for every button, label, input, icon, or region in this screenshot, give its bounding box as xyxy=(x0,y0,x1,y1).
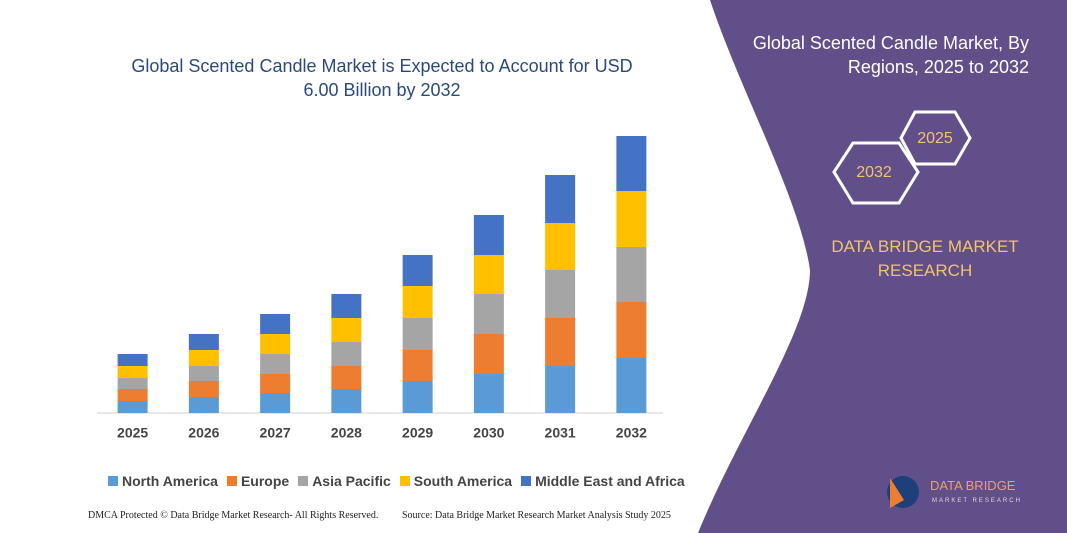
bar-segment xyxy=(545,366,576,413)
bar-segment xyxy=(473,294,504,334)
bar-segment xyxy=(117,354,148,366)
bar-segment xyxy=(117,366,148,378)
bar-segment xyxy=(473,255,504,294)
brand: DATA BRIDGE MARKET RESEARCH xyxy=(831,237,1019,280)
bar-segment xyxy=(188,366,219,381)
bar-segment xyxy=(616,358,647,413)
bar-segment xyxy=(331,318,362,342)
legend-item: Europe xyxy=(226,473,290,489)
footer-left: DMCA Protected © Data Bridge Market Rese… xyxy=(88,510,379,521)
legend-item: South America xyxy=(399,473,513,489)
bar-segment xyxy=(402,318,433,350)
bar-segment xyxy=(117,401,148,413)
x-tick-label: 2028 xyxy=(331,425,362,441)
bar-segment xyxy=(545,175,576,223)
bar-segment xyxy=(616,302,647,358)
hexagon-label: 2032 xyxy=(856,164,892,181)
bar-segment xyxy=(260,374,291,393)
bar-segment xyxy=(188,334,219,350)
legend-label: South America xyxy=(413,473,513,489)
legend-item: Asia Pacific xyxy=(298,473,391,489)
bar-segment xyxy=(331,389,362,413)
bar-segment xyxy=(260,334,291,354)
x-tick-label: 2027 xyxy=(260,425,291,441)
hexagon xyxy=(899,110,972,166)
logo-tagline: MARKET RESEARCH xyxy=(932,498,1022,504)
x-tick-label: 2025 xyxy=(117,425,148,441)
x-tick-label: 2029 xyxy=(402,425,433,441)
bar-segment xyxy=(545,223,576,270)
bar-segment xyxy=(402,381,433,413)
bar-segment xyxy=(260,314,291,334)
footer-right: Source: Data Bridge Market Research Mark… xyxy=(402,510,671,521)
hexagon-label: 2025 xyxy=(917,130,953,147)
x-tick-label: 2032 xyxy=(616,425,647,441)
bar-segment xyxy=(616,247,647,302)
legend-swatch xyxy=(226,476,237,486)
bar-segment xyxy=(402,350,433,381)
logo-name: DATA BRIDGE xyxy=(930,478,1016,493)
bar-segment xyxy=(473,334,504,374)
logo-mark xyxy=(890,478,904,508)
panel-title: Global Scented Candle Market, By Regions… xyxy=(752,33,1029,77)
side-panel xyxy=(698,0,1067,533)
bar-segment xyxy=(117,389,148,401)
bar-segment xyxy=(402,255,433,286)
bar-segment xyxy=(188,397,219,413)
x-tick-label: 2031 xyxy=(545,425,576,441)
legend-label: Europe xyxy=(240,473,290,489)
legend-swatch xyxy=(108,476,118,486)
bar-segment xyxy=(545,318,576,366)
legend-label: North America xyxy=(122,473,218,489)
legend-swatch xyxy=(399,476,410,486)
bar-segment xyxy=(188,350,219,366)
bar-segment xyxy=(473,374,504,413)
bar-segment xyxy=(616,136,647,191)
legend-swatch xyxy=(521,476,532,486)
x-tick-label: 2030 xyxy=(473,425,504,441)
chart-title: Global Scented Candle Market is Expected… xyxy=(131,56,633,100)
bar-segment xyxy=(260,354,291,374)
bar-segment xyxy=(331,366,362,389)
legend-label: Middle East and Africa xyxy=(535,473,685,489)
bar-segment xyxy=(616,191,647,247)
bar-segment xyxy=(331,342,362,366)
bar-segment xyxy=(331,294,362,318)
bar-segment xyxy=(402,286,433,318)
legend: North America Europe Asia Pacific South Ame… xyxy=(108,473,685,489)
legend-item: North America xyxy=(108,473,218,489)
legend-label: Asia Pacific xyxy=(312,473,391,489)
legend-swatch xyxy=(298,476,309,486)
bar-segment xyxy=(188,381,219,397)
bar-segment xyxy=(117,378,148,389)
bar-segment xyxy=(473,215,504,255)
x-tick-label: 2026 xyxy=(188,425,219,441)
hexagon xyxy=(832,141,920,205)
bar-segment xyxy=(545,270,576,318)
legend-item: Middle East and Africa xyxy=(521,473,685,489)
bar-segment xyxy=(260,393,291,413)
